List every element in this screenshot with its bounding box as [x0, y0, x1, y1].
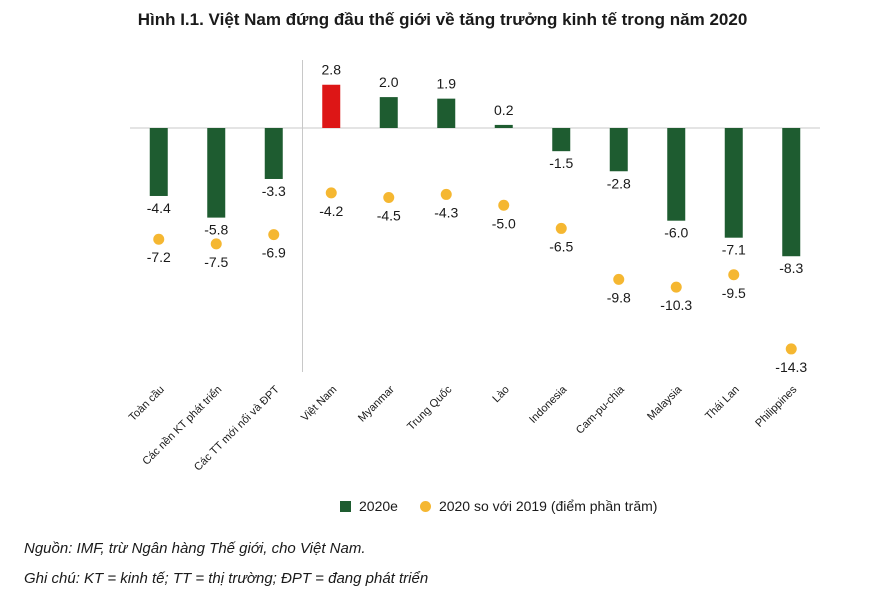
dot-point — [325, 187, 337, 199]
bar-value-label: -5.8 — [204, 222, 228, 238]
x-tick-label: Việt Nam — [299, 384, 339, 424]
bar — [724, 128, 743, 238]
bar-value-label: -2.8 — [607, 175, 631, 191]
dot-value-label: -14.3 — [775, 359, 807, 375]
bar — [609, 128, 628, 172]
dot-point — [728, 269, 740, 281]
footnote: Ghi chú: KT = kinh tế; TT = thị trường; … — [24, 570, 429, 587]
dot-point — [555, 222, 567, 234]
bar-value-label: 2.0 — [379, 74, 399, 90]
bar — [149, 128, 168, 196]
x-tick-label: Thái Lan — [703, 384, 742, 423]
bar-value-label: -8.3 — [779, 260, 803, 276]
dot-point — [383, 192, 395, 204]
dot-value-label: -6.5 — [549, 238, 573, 254]
dot-point — [268, 229, 280, 241]
x-tick-label: Malaysia — [645, 383, 685, 423]
bar-value-label: -4.4 — [147, 200, 171, 216]
bar-value-label: 0.2 — [494, 102, 514, 118]
x-tick-label: Philippines — [753, 383, 799, 429]
dot-value-label: -9.5 — [722, 285, 746, 301]
bar-value-label: -3.3 — [262, 183, 286, 199]
legend-label-bar: 2020e — [359, 498, 398, 514]
dot-point — [153, 233, 165, 245]
x-tick-label: Lào — [490, 384, 511, 405]
dot-point — [785, 343, 797, 355]
bar — [322, 84, 341, 128]
bar-value-label: 1.9 — [437, 76, 457, 92]
dot-point — [498, 199, 510, 211]
legend-swatch-bar — [340, 500, 351, 512]
x-tick-label: Trung Quốc — [405, 383, 455, 433]
bar — [437, 98, 456, 128]
bar — [667, 128, 686, 221]
dot-value-label: -6.9 — [262, 245, 286, 261]
bar-value-label: -7.1 — [722, 242, 746, 258]
dot-point — [613, 273, 625, 285]
bar-value-label: -6.0 — [664, 225, 688, 241]
bar — [494, 124, 513, 128]
chart-legend: 2020e 2020 so với 2019 (điểm phần trăm) — [340, 498, 657, 514]
chart-title: Hình I.1. Việt Nam đứng đầu thế giới về … — [137, 10, 748, 29]
x-tick-label: Myanmar — [356, 383, 397, 424]
dot-value-label: -9.8 — [607, 289, 631, 305]
bar — [379, 97, 398, 128]
x-tick-label: Indonesia — [527, 383, 570, 426]
legend-swatch-dot — [419, 500, 431, 512]
bar-value-label: 2.8 — [322, 62, 342, 78]
bar — [264, 128, 283, 179]
dot-value-label: -4.2 — [319, 203, 343, 219]
x-tick-label: Toàn cầu — [127, 384, 167, 424]
bar — [207, 128, 226, 218]
dot-value-label: -7.5 — [204, 254, 228, 270]
dot-value-label: -5.0 — [492, 215, 516, 231]
dot-point — [440, 188, 452, 200]
dot-value-label: -4.5 — [377, 208, 401, 224]
dot-point — [670, 281, 682, 293]
bar — [782, 128, 801, 257]
bar-value-label: -1.5 — [549, 155, 573, 171]
dot-value-label: -10.3 — [660, 297, 692, 313]
legend-label-dot: 2020 so với 2019 (điểm phần trăm) — [438, 498, 658, 514]
bar — [552, 128, 571, 152]
dot-point — [210, 238, 222, 250]
dot-value-label: -4.3 — [434, 204, 458, 220]
source-note: Nguồn: IMF, trừ Ngân hàng Thế giới, cho … — [24, 540, 366, 557]
dot-value-label: -7.2 — [147, 249, 171, 265]
x-tick-label: Cam-pu-chia — [574, 383, 628, 437]
